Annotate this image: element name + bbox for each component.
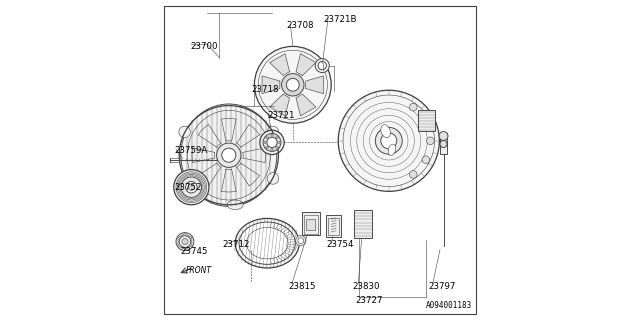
Circle shape <box>315 59 330 73</box>
Text: 23797: 23797 <box>429 282 456 291</box>
Circle shape <box>216 143 241 167</box>
Circle shape <box>440 140 447 148</box>
Circle shape <box>271 148 273 151</box>
Text: FRONT: FRONT <box>186 266 212 275</box>
Circle shape <box>260 130 284 155</box>
Text: 23700: 23700 <box>191 42 218 51</box>
Polygon shape <box>306 76 324 94</box>
Polygon shape <box>296 54 316 76</box>
Text: 23759A: 23759A <box>174 146 207 155</box>
Ellipse shape <box>188 110 271 200</box>
Circle shape <box>410 171 417 178</box>
Circle shape <box>263 133 281 151</box>
Bar <box>328 218 339 235</box>
Circle shape <box>179 236 191 247</box>
Text: 23708: 23708 <box>287 21 314 30</box>
Circle shape <box>267 137 277 148</box>
Ellipse shape <box>381 125 390 138</box>
Bar <box>326 215 341 237</box>
Ellipse shape <box>227 200 243 210</box>
Text: 23745: 23745 <box>181 247 208 256</box>
Text: A094001183: A094001183 <box>426 301 472 310</box>
Polygon shape <box>270 54 289 76</box>
Ellipse shape <box>388 144 396 156</box>
Ellipse shape <box>239 222 296 264</box>
Circle shape <box>338 90 439 191</box>
Text: 23718: 23718 <box>251 85 278 94</box>
Circle shape <box>287 78 299 91</box>
Text: 23727: 23727 <box>355 296 383 305</box>
Circle shape <box>179 126 190 138</box>
Text: 23712: 23712 <box>223 240 250 249</box>
Circle shape <box>268 173 279 184</box>
Polygon shape <box>296 94 316 116</box>
Circle shape <box>278 141 280 144</box>
Circle shape <box>179 173 190 184</box>
Bar <box>302 212 320 235</box>
Bar <box>440 133 447 154</box>
Text: 23815: 23815 <box>288 282 316 291</box>
Ellipse shape <box>181 104 277 206</box>
Text: 23752: 23752 <box>174 183 202 192</box>
Circle shape <box>422 156 429 164</box>
Circle shape <box>254 46 332 123</box>
Circle shape <box>298 238 304 244</box>
Circle shape <box>439 132 448 140</box>
Circle shape <box>271 134 273 137</box>
Circle shape <box>375 127 403 154</box>
Circle shape <box>427 137 434 145</box>
Ellipse shape <box>246 228 288 259</box>
Bar <box>304 215 319 234</box>
Polygon shape <box>262 76 280 94</box>
Text: 23754: 23754 <box>326 240 354 249</box>
Ellipse shape <box>236 218 300 268</box>
Circle shape <box>318 61 326 70</box>
Circle shape <box>268 126 279 138</box>
Circle shape <box>282 74 304 96</box>
Circle shape <box>186 181 197 193</box>
Circle shape <box>266 146 268 149</box>
Circle shape <box>266 136 268 139</box>
Text: 23721: 23721 <box>268 111 294 120</box>
Circle shape <box>174 170 209 205</box>
Circle shape <box>264 141 266 144</box>
Bar <box>307 219 316 230</box>
Polygon shape <box>270 94 289 116</box>
Bar <box>417 110 435 131</box>
Circle shape <box>410 103 417 111</box>
Circle shape <box>176 233 194 251</box>
Circle shape <box>221 148 236 162</box>
Circle shape <box>296 236 306 246</box>
Text: 23721B: 23721B <box>323 15 356 24</box>
Circle shape <box>276 146 278 149</box>
Text: 23830: 23830 <box>352 282 380 291</box>
Circle shape <box>188 184 195 190</box>
Circle shape <box>381 133 397 149</box>
Circle shape <box>181 177 202 197</box>
Circle shape <box>422 118 429 126</box>
Circle shape <box>182 238 188 245</box>
Bar <box>354 210 372 238</box>
Circle shape <box>276 136 278 139</box>
